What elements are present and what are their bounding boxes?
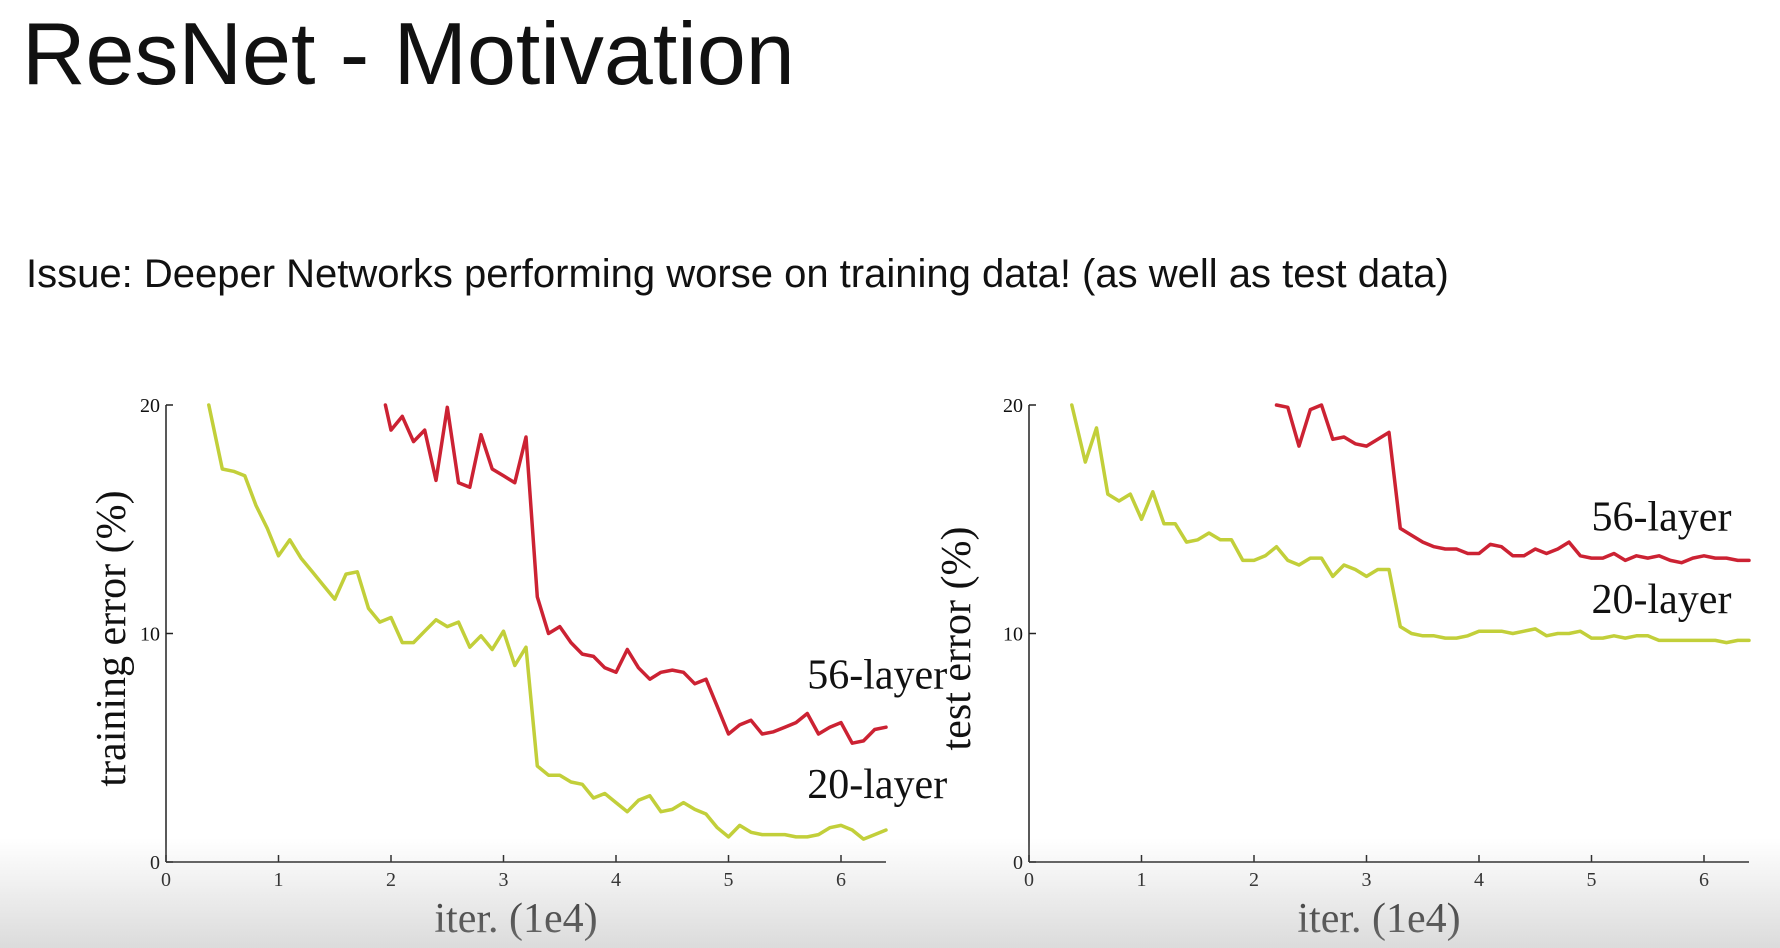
test-x-tick-label: 3: [1362, 869, 1372, 891]
test-y-axis-label: test error (%): [934, 527, 980, 751]
test-series-56-layer-label: 56-layer: [1592, 495, 1732, 541]
train-series-56-layer-line: [383, 403, 888, 745]
test-series-20-layer-label: 20-layer: [1592, 577, 1732, 623]
train-series-20-layer-line: [207, 403, 888, 841]
train-y-axis-label: training error (%): [89, 490, 135, 786]
test-x-axis-label: iter. (1e4): [1297, 896, 1460, 942]
test-y-tick-label: 20: [1003, 395, 1023, 417]
test-x-tick-label: 6: [1699, 869, 1709, 891]
test-x-tick-label: 0: [1024, 869, 1034, 891]
train-series-56-layer-label: 56-layer: [807, 652, 947, 698]
test-series-56-layer-line: [1274, 403, 1751, 565]
test-series-20-layer-line: [1070, 403, 1751, 645]
train-y-tick-label: 20: [140, 395, 160, 417]
test-x-tick-label: 1: [1137, 869, 1147, 891]
test-y-tick-label: 0: [1013, 852, 1023, 874]
slide-subtitle: Issue: Deeper Networks performing worse …: [26, 252, 1449, 296]
test-x-tick-label: 5: [1587, 869, 1597, 891]
train-y-tick-label: 10: [140, 624, 160, 646]
train-series-20-layer-label: 20-layer: [807, 762, 947, 808]
test-y-tick-label: 10: [1003, 624, 1023, 646]
slide-title: ResNet - Motivation: [22, 4, 795, 103]
test-x-tick-label: 4: [1474, 869, 1484, 891]
test-x-tick-label: 2: [1249, 869, 1259, 891]
